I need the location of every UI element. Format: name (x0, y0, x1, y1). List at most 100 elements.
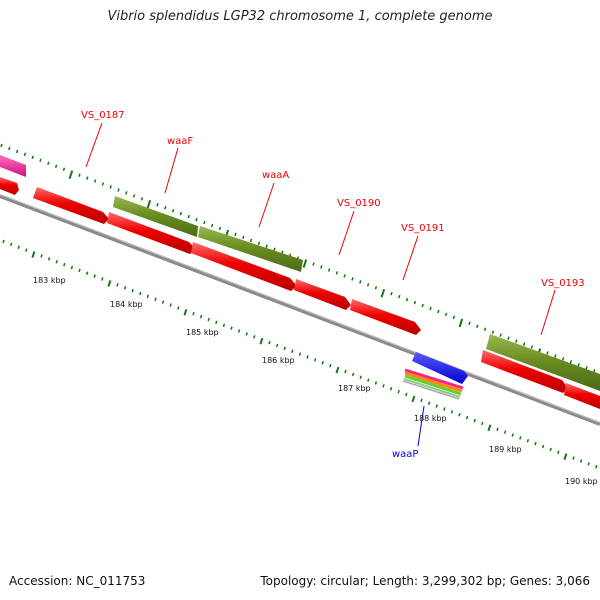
scale-minor-tick (374, 381, 378, 385)
scale-minor-tick (398, 294, 401, 299)
scale-minor-tick (203, 220, 206, 225)
scale-minor-tick (522, 342, 526, 346)
gene-label-vs0187[interactable]: VS_0187 (81, 110, 125, 121)
scale-minor-tick (291, 349, 294, 353)
gene-label-vs0190[interactable]: VS_0190 (337, 198, 381, 209)
scale-minor-tick (526, 439, 530, 443)
gene-red-vs0193[interactable] (481, 350, 568, 393)
scale-minor-tick (587, 462, 590, 466)
scale-minor-tick (257, 241, 261, 246)
scale-minor-tick (242, 235, 245, 240)
scale-minor-tick (31, 155, 34, 160)
gene-label-vs0193[interactable]: VS_0193 (541, 278, 585, 289)
kbp-label-183: 183 kbp (33, 276, 66, 285)
scale-minor-tick (476, 324, 479, 329)
scale-minor-tick (0, 143, 3, 148)
gene-green-waaa[interactable] (198, 226, 303, 272)
gene-label-waaf[interactable]: waaF (167, 136, 193, 147)
scale-major-tick (68, 170, 74, 179)
leader-vs0190 (338, 210, 355, 256)
scale-minor-tick (195, 217, 198, 222)
scale-minor-tick (321, 361, 324, 365)
gene-red-left-edge[interactable] (0, 177, 19, 195)
scale-minor-tick (117, 188, 120, 192)
scale-major-tick (335, 366, 340, 374)
gene-label-waap[interactable]: waaP (392, 449, 418, 460)
scale-minor-tick (429, 306, 432, 311)
scale-minor-tick (390, 291, 393, 296)
scale-minor-tick (515, 339, 518, 343)
scale-minor-tick (507, 336, 510, 340)
scale-minor-tick (443, 407, 446, 411)
gene-green-waaf[interactable] (113, 196, 198, 237)
scale-minor-tick (15, 149, 19, 154)
scale-minor-tick (534, 441, 537, 446)
map-title: Vibrio splendidus LGP32 chromosome 1, co… (107, 9, 493, 24)
scale-minor-tick (405, 392, 408, 397)
scale-minor-tick (593, 369, 596, 373)
outer-scale (0, 143, 596, 373)
scale-minor-tick (569, 360, 573, 364)
scale-minor-tick (585, 366, 588, 370)
scale-minor-tick (483, 327, 487, 332)
scale-minor-tick (313, 358, 317, 362)
scale-minor-tick (207, 317, 210, 322)
rna-stripes (402, 368, 464, 400)
scale-minor-tick (468, 321, 471, 326)
gene-blue-waap[interactable] (412, 352, 468, 384)
scale-minor-tick (222, 323, 226, 327)
scale-minor-tick (329, 363, 332, 368)
scale-minor-tick (491, 330, 495, 334)
gene-red-waaf[interactable] (107, 212, 196, 254)
scale-major-tick (487, 424, 492, 432)
scale-minor-tick (2, 239, 5, 244)
scale-minor-tick (343, 274, 346, 278)
scale-minor-tick (452, 315, 456, 320)
kbp-label-189: 189 kbp (489, 445, 522, 454)
scale-minor-tick (78, 268, 81, 273)
gene-red-vs0191[interactable] (350, 299, 421, 335)
scale-minor-tick (171, 208, 175, 213)
gene-red-vs0190[interactable] (294, 279, 351, 310)
kbp-label-188: 188 kbp (414, 414, 447, 423)
accession-label: Accession: NC_011753 (9, 574, 146, 588)
scale-minor-tick (557, 450, 560, 455)
scale-minor-tick (55, 259, 58, 264)
scale-major-tick (302, 259, 308, 268)
scale-minor-tick (78, 173, 81, 177)
gene-pink-feature[interactable] (0, 155, 26, 177)
gene-red-vs0187[interactable] (33, 187, 109, 224)
scale-minor-tick (367, 378, 370, 382)
scale-minor-tick (40, 254, 43, 258)
gene-label-waaa[interactable]: waaA (262, 170, 289, 181)
scale-minor-tick (389, 387, 393, 391)
gene-red-waaa[interactable] (191, 242, 297, 291)
scale-major-tick (107, 280, 112, 287)
scale-minor-tick (47, 161, 50, 166)
scale-minor-tick (458, 413, 461, 417)
scale-minor-tick (496, 427, 499, 431)
scale-minor-tick (312, 262, 315, 266)
scale-major-tick (411, 395, 416, 403)
gene-label-vs0191[interactable]: VS_0191 (401, 223, 445, 234)
scale-minor-tick (397, 389, 400, 394)
scale-major-tick (563, 453, 568, 461)
gene-green-vs0193[interactable] (486, 334, 600, 391)
scale-minor-tick (298, 352, 302, 356)
scale-minor-tick (577, 363, 580, 367)
scale-minor-tick (234, 232, 237, 237)
scale-minor-tick (465, 415, 469, 420)
gene-red-right-edge[interactable] (564, 383, 600, 409)
scale-minor-tick (320, 265, 323, 269)
kbp-label-184: 184 kbp (110, 300, 143, 309)
scale-minor-tick (351, 372, 355, 377)
scale-minor-tick (351, 277, 354, 281)
scale-minor-tick (366, 283, 370, 287)
scale-minor-tick (473, 418, 476, 423)
scale-minor-tick (177, 306, 180, 310)
scale-minor-tick (359, 375, 362, 379)
leader-waaa (258, 182, 275, 228)
scale-minor-tick (420, 398, 423, 403)
scale-minor-tick (549, 447, 552, 452)
